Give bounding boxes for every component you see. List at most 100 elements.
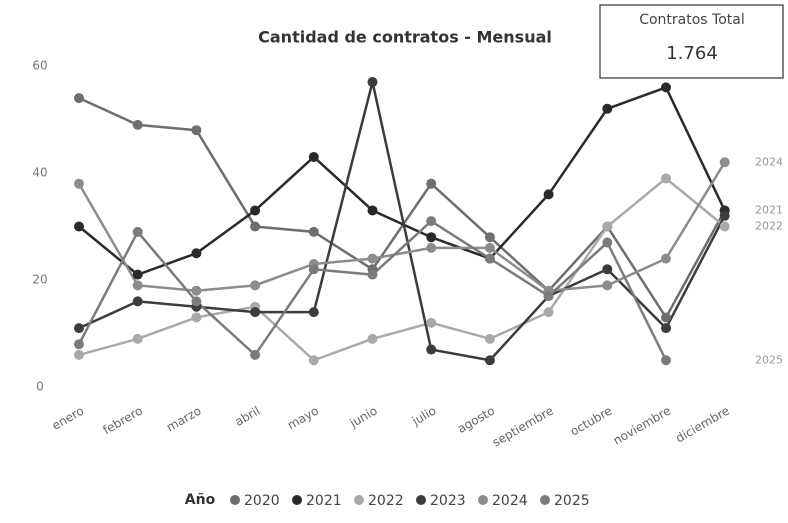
x-tick-label: febrero xyxy=(100,404,144,438)
data-point xyxy=(132,296,143,307)
kpi-value: 1.764 xyxy=(666,43,718,64)
data-point xyxy=(132,280,143,291)
data-point xyxy=(661,253,671,264)
x-tick-label: noviembre xyxy=(611,404,674,448)
data-point xyxy=(191,285,202,296)
kpi-card xyxy=(599,4,784,79)
data-point xyxy=(543,189,554,200)
data-point xyxy=(250,349,261,360)
data-point xyxy=(367,333,378,344)
x-tick-label: junio xyxy=(347,404,380,431)
data-point xyxy=(132,269,143,280)
x-tick-label: diciembre xyxy=(673,404,732,446)
data-point xyxy=(602,280,613,291)
legend-marker xyxy=(292,495,302,505)
data-point xyxy=(308,226,319,237)
data-point xyxy=(661,312,671,323)
data-point xyxy=(484,253,495,264)
data-point xyxy=(661,355,671,366)
end-label: 2024 xyxy=(755,155,783,168)
data-point xyxy=(719,210,730,221)
data-point xyxy=(74,178,84,189)
y-tick-label: 60 xyxy=(32,59,47,73)
data-point xyxy=(484,355,495,366)
data-point xyxy=(426,242,437,253)
legend-label: 2023 xyxy=(430,493,466,509)
data-point xyxy=(543,291,554,302)
legend-marker xyxy=(540,495,550,505)
data-point xyxy=(191,125,202,136)
end-label: 2021 xyxy=(755,203,783,216)
x-tick-label: agosto xyxy=(455,404,497,436)
data-point xyxy=(367,269,378,280)
data-point xyxy=(484,333,495,344)
legend-label: 2025 xyxy=(554,493,590,509)
legend-marker xyxy=(478,495,488,505)
series-line xyxy=(78,85,726,277)
legend-label: 2024 xyxy=(492,493,528,509)
data-point xyxy=(484,242,495,253)
data-point xyxy=(426,317,437,328)
kpi-label: Contratos Total xyxy=(639,12,745,28)
legend-label: 2022 xyxy=(368,493,404,509)
data-point xyxy=(74,339,84,350)
data-point xyxy=(661,323,671,334)
data-point xyxy=(543,307,554,318)
data-point xyxy=(191,312,202,323)
data-point xyxy=(426,232,437,243)
data-point xyxy=(602,237,613,248)
data-point xyxy=(132,333,143,344)
data-point xyxy=(308,264,319,275)
data-point xyxy=(602,264,613,275)
data-point xyxy=(484,232,495,243)
data-point xyxy=(426,216,437,227)
y-tick-label: 0 xyxy=(36,380,44,394)
data-point xyxy=(426,344,437,355)
data-point xyxy=(719,157,730,168)
data-point xyxy=(74,349,84,360)
data-point xyxy=(74,323,84,334)
legend-marker xyxy=(230,495,240,505)
legend-title: Año xyxy=(185,492,216,508)
data-point xyxy=(661,82,671,93)
series-line xyxy=(78,176,726,362)
data-point xyxy=(132,119,143,130)
y-tick-label: 20 xyxy=(32,273,47,287)
data-point xyxy=(308,151,319,162)
x-tick-label: septiembre xyxy=(490,404,556,450)
legend-marker xyxy=(416,495,426,505)
legend-label: 2020 xyxy=(244,493,280,509)
data-point xyxy=(74,221,84,232)
x-tick-label: abril xyxy=(232,404,262,429)
data-point xyxy=(308,355,319,366)
data-point xyxy=(367,205,378,216)
data-point xyxy=(250,280,261,291)
series-line xyxy=(78,96,726,320)
x-tick-label: mayo xyxy=(285,404,321,433)
series-line xyxy=(78,81,726,362)
data-point xyxy=(602,103,613,114)
data-point xyxy=(367,77,378,88)
data-point xyxy=(661,173,671,184)
data-point xyxy=(132,226,143,237)
data-point xyxy=(191,248,202,259)
data-point xyxy=(367,253,378,264)
y-tick-label: 40 xyxy=(32,166,47,180)
x-tick-label: octubre xyxy=(568,404,615,439)
end-label: 2025 xyxy=(755,353,783,366)
data-point xyxy=(250,307,261,318)
data-point xyxy=(191,296,202,307)
x-tick-label: marzo xyxy=(164,404,204,435)
legend-label: 2021 xyxy=(306,493,342,509)
data-point xyxy=(602,221,613,232)
data-point xyxy=(719,221,730,232)
x-tick-label: julio xyxy=(409,404,438,429)
legend-marker xyxy=(354,495,364,505)
data-point xyxy=(74,93,84,104)
data-point xyxy=(308,307,319,318)
chart-title: Cantidad de contratos - Mensual xyxy=(258,28,552,47)
x-tick-label: enero xyxy=(49,404,86,433)
end-label: 2022 xyxy=(755,220,783,233)
